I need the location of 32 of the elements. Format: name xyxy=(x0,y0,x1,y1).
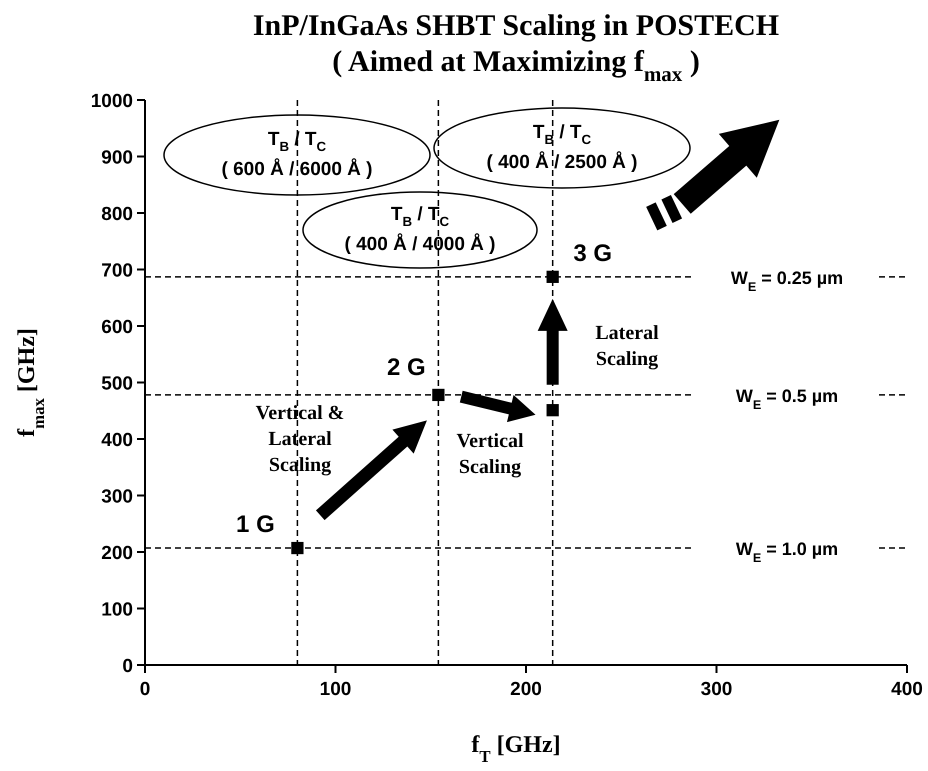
point xyxy=(546,404,559,416)
point xyxy=(291,542,304,554)
x-tick-label: 400 xyxy=(891,679,923,700)
y-tick-label: 1000 xyxy=(90,91,133,112)
annotation: 3 G xyxy=(573,240,612,268)
annotation: T$_{B}$ / T$_{C}$ ( 400 Å / 4000 Å ) xyxy=(344,204,496,256)
y-tick-label: 700 xyxy=(101,260,133,282)
annotation: W$_{E}$ = 1.0 µm xyxy=(736,539,838,566)
y-tick-label: 600 xyxy=(101,317,133,338)
y-tick-label: 0 xyxy=(122,656,133,677)
annotation: W$_{E}$ = 0.25 µm xyxy=(730,268,844,294)
x-tick-label: 100 xyxy=(320,679,352,700)
y-tick-label: 900 xyxy=(101,148,133,168)
annotation: 1 G xyxy=(236,511,275,538)
x-tick-label: 0 xyxy=(140,679,150,700)
x-tick-label: 300 xyxy=(700,679,732,700)
annotation: Vertical & Lateral Scaling xyxy=(256,402,344,476)
x-axis-title: f$_{T}$ [GHz] xyxy=(471,732,561,766)
x-tick-label: 200 xyxy=(510,679,542,700)
point xyxy=(432,388,444,402)
chart-title: InP/InGaAs SHBT Scaling in POSTECH ( Aimed at Maximizing f$_{max}$ ) xyxy=(252,8,780,86)
annotation: 2 G xyxy=(387,354,426,382)
y-tick-label: 300 xyxy=(101,486,133,508)
annotation: W$_{E}$ = 0.5 µm xyxy=(736,386,838,412)
annotation: Vertical Scaling xyxy=(456,430,524,478)
y-tick-label: 200 xyxy=(101,543,133,564)
annotation: Lateral Scaling xyxy=(595,322,660,370)
point xyxy=(546,270,559,283)
y-tick-label: 500 xyxy=(101,374,133,394)
y-tick-label: 100 xyxy=(101,600,133,620)
y-tick-label: 400 xyxy=(101,430,133,451)
y-tick-label: 800 xyxy=(101,204,133,225)
